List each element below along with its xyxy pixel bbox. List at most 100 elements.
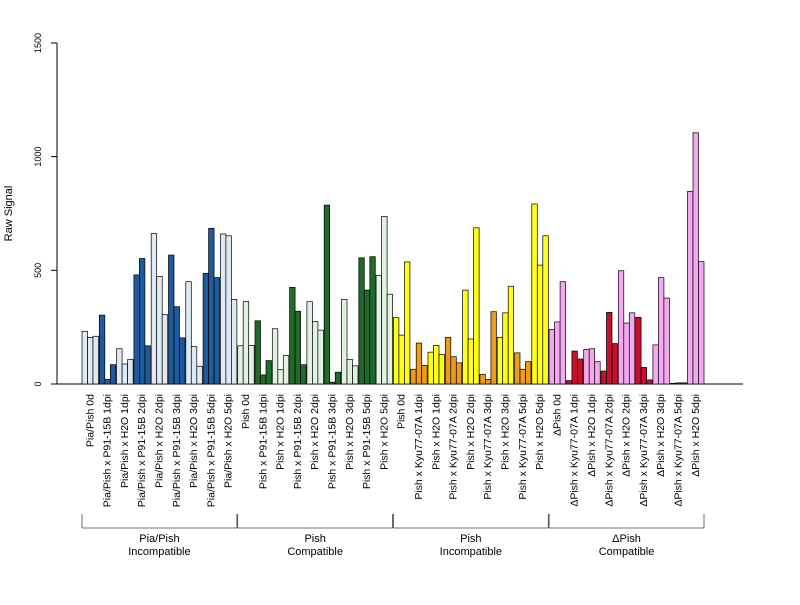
bar <box>393 317 400 385</box>
bar <box>658 277 665 385</box>
x-tick-label: Pish 0d <box>240 394 252 429</box>
bar <box>220 233 227 385</box>
x-tick-label: Pish x H2O 2dpi <box>465 394 477 470</box>
bar <box>369 256 376 385</box>
x-tick-label: Pia/Pish x P91-15B 1dpi <box>102 394 114 507</box>
bar <box>185 281 192 385</box>
bar <box>600 370 607 385</box>
group-label: Compatible <box>599 546 655 558</box>
x-tick-label: Pish x H2O 5dpi <box>534 394 546 470</box>
bar <box>386 293 393 385</box>
bar <box>352 365 359 385</box>
bar <box>698 261 705 385</box>
x-tick-label: Pish x H2O 1dpi <box>430 394 442 470</box>
bar <box>104 379 111 385</box>
bar <box>519 368 526 385</box>
bar <box>156 276 163 385</box>
bar <box>663 297 670 385</box>
bar <box>415 342 423 385</box>
y-tick-label: 1000 <box>33 147 43 167</box>
bar <box>317 329 324 385</box>
bar <box>583 349 590 385</box>
y-tick-label: 0 <box>33 381 43 386</box>
bar <box>312 321 319 385</box>
x-tick-label: ΔPish x Kyu77-07A 1dpi <box>569 394 581 507</box>
bar <box>675 382 682 385</box>
y-tick-label: 500 <box>33 263 43 278</box>
bar <box>179 337 186 385</box>
x-tick-label: Pia/Pish x H2O 3dpi <box>188 394 200 488</box>
group-label: Incompatible <box>128 546 190 558</box>
bar <box>680 382 688 385</box>
x-tick-label: Pish x Kyu77-07A 2dpi <box>448 394 460 500</box>
bar <box>282 355 290 385</box>
x-tick-label: Pia/Pish x P91-15B 3dpi <box>171 394 183 507</box>
bar <box>514 352 521 385</box>
x-tick-label: ΔPish x H2O 2dpi <box>621 394 633 477</box>
bar <box>358 257 365 385</box>
bar <box>231 299 238 385</box>
y-tick-label: 1500 <box>33 33 43 53</box>
bar <box>398 334 405 385</box>
x-tick-label: Pish x H2O 2dpi <box>309 394 321 470</box>
bar <box>173 306 180 385</box>
bar <box>98 314 106 385</box>
x-tick-label: Pish x Kyu77-07A 3dpi <box>482 394 494 500</box>
x-tick-label: Pia/Pish 0d <box>84 394 96 447</box>
bar <box>646 379 653 385</box>
bar <box>254 320 261 385</box>
x-tick-label: Pish x H2O 1dpi <box>275 394 287 470</box>
x-tick-label: Pish 0d <box>396 394 408 429</box>
bar <box>496 337 504 385</box>
bar <box>594 361 601 385</box>
bar <box>81 330 88 385</box>
bar <box>161 314 169 385</box>
bar <box>444 337 452 385</box>
bar <box>87 337 94 385</box>
bar <box>121 363 128 385</box>
bar <box>196 365 203 385</box>
bar <box>139 258 146 385</box>
x-tick-label: Pia/Pish x P91-15B 2dpi <box>136 394 148 507</box>
x-tick-label: ΔPish x H2O 5dpi <box>690 394 702 477</box>
x-tick-label: ΔPish x H2O 1dpi <box>586 394 598 477</box>
bar <box>300 364 307 385</box>
bar <box>334 371 342 385</box>
bar <box>433 345 440 385</box>
bar <box>548 329 555 385</box>
group-label: Pish <box>460 533 481 545</box>
bar <box>462 289 469 385</box>
bar <box>427 351 434 385</box>
bar <box>623 322 630 385</box>
bar <box>554 321 561 385</box>
bar <box>687 191 694 385</box>
bar <box>133 274 140 385</box>
bar <box>109 364 117 385</box>
bar <box>577 358 584 385</box>
group-label: Pia/Pish <box>139 533 179 545</box>
bar <box>502 312 509 385</box>
bar <box>323 204 331 385</box>
bar <box>271 328 279 385</box>
bar <box>525 361 532 385</box>
bar <box>606 312 613 385</box>
bar <box>588 348 596 385</box>
bar <box>669 382 677 385</box>
bar <box>202 272 209 385</box>
x-tick-labels: Pia/Pish 0d Pia/Pish x P91-15B 1dpi Pia/Pi… <box>84 394 702 507</box>
bar <box>473 227 480 385</box>
bar <box>346 359 353 385</box>
bar <box>127 359 134 385</box>
bars-layer <box>81 132 705 385</box>
bar <box>479 374 486 385</box>
bar <box>363 289 371 385</box>
bar <box>404 261 411 385</box>
bar <box>542 235 549 385</box>
x-tick-label: Pish x H2O 3dpi <box>344 394 356 470</box>
x-tick-label: ΔPish x H2O 3dpi <box>655 394 667 477</box>
y-axis-label: Raw Signal <box>3 186 15 242</box>
bar <box>652 344 659 385</box>
group-label: Compatible <box>287 546 343 558</box>
bar <box>450 356 457 385</box>
bar <box>242 301 250 385</box>
